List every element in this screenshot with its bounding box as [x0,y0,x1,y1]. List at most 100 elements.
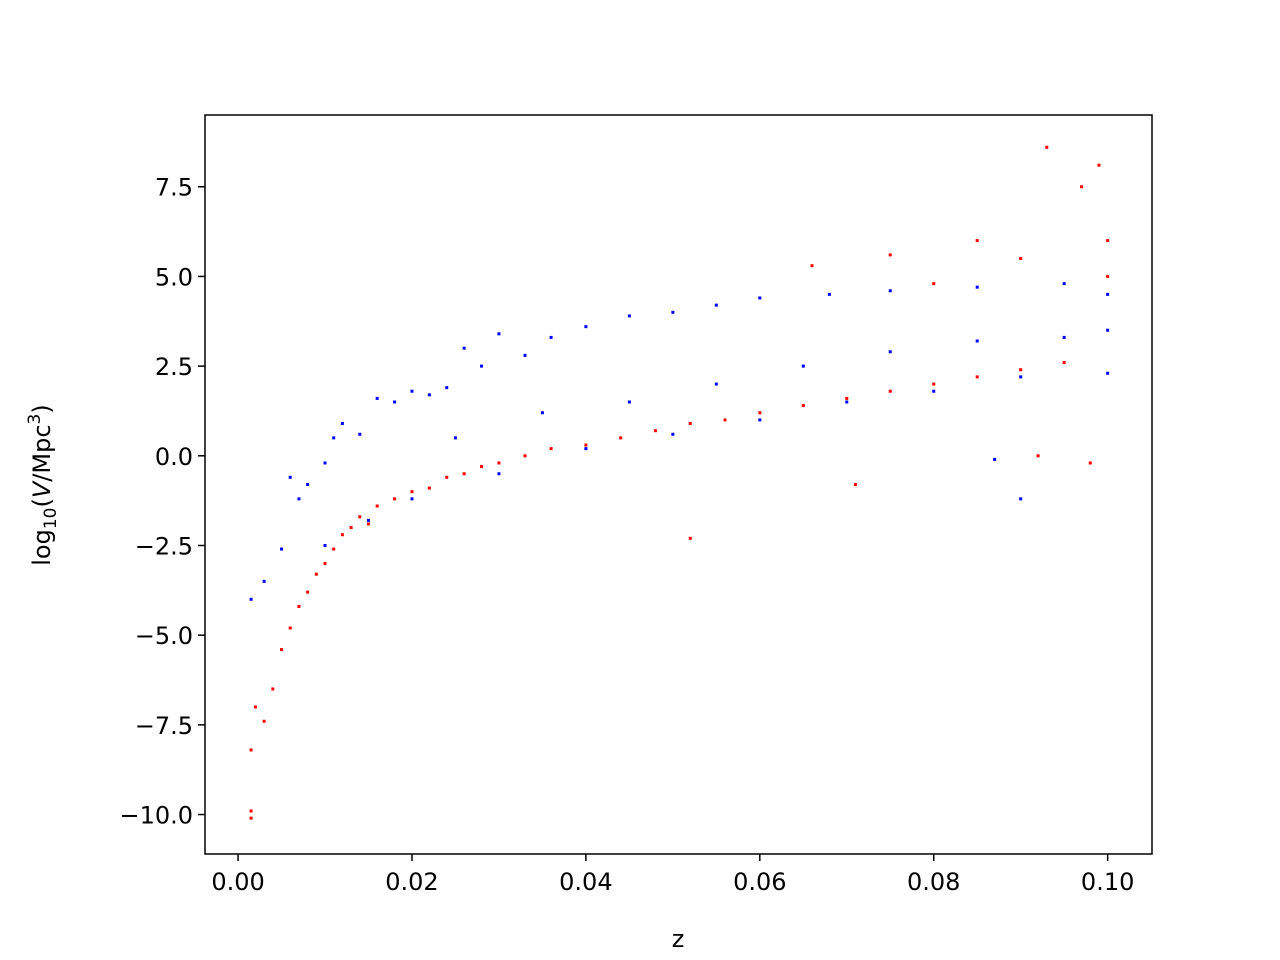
point [845,400,849,404]
point [410,490,414,494]
point [993,457,997,461]
x-tick-label: 0.02 [385,868,438,896]
y-label-part: V [28,480,56,498]
point [801,404,805,408]
point [1045,145,1049,149]
y-tick-label: 5.0 [155,263,193,291]
point [410,389,414,393]
point [801,364,805,368]
y-label-part: log [28,529,56,566]
point [932,382,936,386]
point [723,418,727,422]
point [427,393,431,397]
point [1036,454,1040,458]
x-tick-label: 0.00 [211,868,264,896]
point [332,436,336,440]
point [584,447,588,451]
x-tick-label: 0.08 [907,868,960,896]
point [249,809,253,813]
point [1019,256,1023,260]
point [410,497,414,501]
point [480,465,484,469]
point [497,461,501,465]
point [523,353,527,357]
point [758,296,762,300]
point [932,389,936,393]
point [853,483,857,486]
point [271,687,275,691]
point [366,518,370,522]
y-label-part: 3 [25,414,45,425]
point [262,719,266,723]
point [584,325,588,329]
point [280,648,284,652]
x-tick-label: 0.06 [733,868,786,896]
point [280,547,284,551]
point [888,253,892,257]
point [249,597,253,601]
y-label-part: /Mpc [28,424,56,481]
y-tick-label: −5.0 [135,622,193,650]
point [1088,461,1092,465]
point [584,443,588,447]
point [975,285,979,289]
point [445,475,449,479]
point [1106,274,1110,278]
point [688,422,692,426]
point [1019,497,1023,501]
point [1062,361,1066,365]
point [549,335,553,339]
point [249,748,253,752]
point [932,282,936,286]
point [671,432,675,436]
point [323,461,327,465]
point [888,289,892,293]
point [1106,328,1110,332]
x-tick-label: 0.10 [1081,868,1134,896]
point [262,579,266,583]
point [758,418,762,422]
point [975,339,979,343]
point [366,522,370,526]
point [1106,239,1110,243]
point [523,454,527,458]
point [975,239,979,243]
point [323,543,327,547]
point [497,472,501,476]
point [671,310,675,314]
point [619,436,623,440]
point [253,705,257,709]
point [393,400,397,404]
y-label-part: ) [28,404,56,413]
point [427,486,431,490]
point [462,472,466,476]
point [549,447,553,451]
y-label-part: 10 [41,508,61,530]
point [306,590,310,594]
point [297,604,301,608]
point [627,400,631,404]
y-tick-label: 7.5 [155,174,193,202]
point [340,533,344,537]
point [975,375,979,379]
point [627,314,631,318]
point [288,475,292,479]
point [249,816,253,820]
point [375,396,379,400]
point [375,504,379,508]
point [810,264,814,268]
y-axis-label: log10(V/Mpc3) [25,404,61,565]
point [1106,371,1110,375]
point [358,515,362,519]
point [323,561,327,565]
point [314,572,318,576]
point [1019,375,1023,379]
point [714,382,718,386]
point [1080,185,1084,189]
point [332,547,336,551]
point [288,626,292,630]
point [480,364,484,368]
point [888,350,892,354]
